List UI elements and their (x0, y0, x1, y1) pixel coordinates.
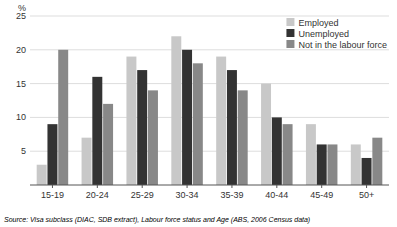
x-tick-label: 50+ (359, 190, 374, 200)
bar (82, 138, 92, 185)
y-axis-label: % (18, 3, 26, 13)
bar (216, 57, 226, 185)
bar (327, 144, 337, 185)
grid-line (30, 83, 389, 84)
x-tick-label: 15-19 (41, 190, 64, 200)
x-tick (142, 185, 143, 188)
bars (37, 36, 383, 185)
bar (137, 70, 147, 185)
x-tick-label: 40-44 (265, 190, 288, 200)
bar (238, 90, 248, 185)
bar (92, 77, 102, 185)
x-tick (276, 185, 277, 188)
x-tick-label: 20-24 (86, 190, 109, 200)
bar (148, 90, 158, 185)
bar (372, 138, 382, 185)
bar (182, 50, 192, 185)
bar (47, 124, 57, 185)
x-tick (97, 185, 98, 188)
x-tick (52, 185, 53, 188)
legend-label: Unemployed (298, 29, 349, 39)
x-tick (366, 185, 367, 188)
chart: 510152025%15-1920-2425-2930-3435-3940-44… (0, 0, 397, 227)
bar (272, 117, 282, 185)
x-tick-label: 45-49 (310, 190, 333, 200)
legend-swatch (286, 29, 294, 37)
x-tick (231, 185, 232, 188)
bar (227, 70, 237, 185)
x-axis-line (30, 185, 389, 186)
bar (283, 124, 293, 185)
x-tick-label: 25-29 (131, 190, 154, 200)
bar (58, 50, 68, 185)
y-tick-label: 15 (16, 79, 26, 89)
bar (37, 165, 47, 185)
bar (103, 104, 113, 185)
source-note: Source: Visa subclass (DIAC, SDB extract… (4, 216, 310, 224)
x-tick (321, 185, 322, 188)
x-tick-label: 30-34 (176, 190, 199, 200)
y-tick-label: 5 (21, 146, 26, 156)
bar (126, 57, 136, 185)
grid (30, 16, 389, 151)
bar (317, 144, 327, 185)
legend-swatch (286, 40, 294, 48)
bar (351, 144, 361, 185)
bar (261, 84, 271, 185)
bar (171, 36, 181, 185)
x-tick-label: 35-39 (220, 190, 243, 200)
grid-line (30, 16, 389, 17)
bar (306, 124, 316, 185)
chart-container: 510152025%15-1920-2425-2930-3435-3940-44… (0, 0, 397, 227)
legend-label: Employed (298, 18, 338, 28)
x-tick (187, 185, 188, 188)
y-tick-label: 10 (16, 112, 26, 122)
y-tick-label: 20 (16, 45, 26, 55)
legend-swatch (286, 18, 294, 26)
legend: EmployedUnemployedNot in the labour forc… (286, 18, 387, 50)
bar (193, 63, 203, 185)
legend-label: Not in the labour force (298, 40, 387, 50)
grid-line (30, 117, 389, 118)
bar (362, 158, 372, 185)
